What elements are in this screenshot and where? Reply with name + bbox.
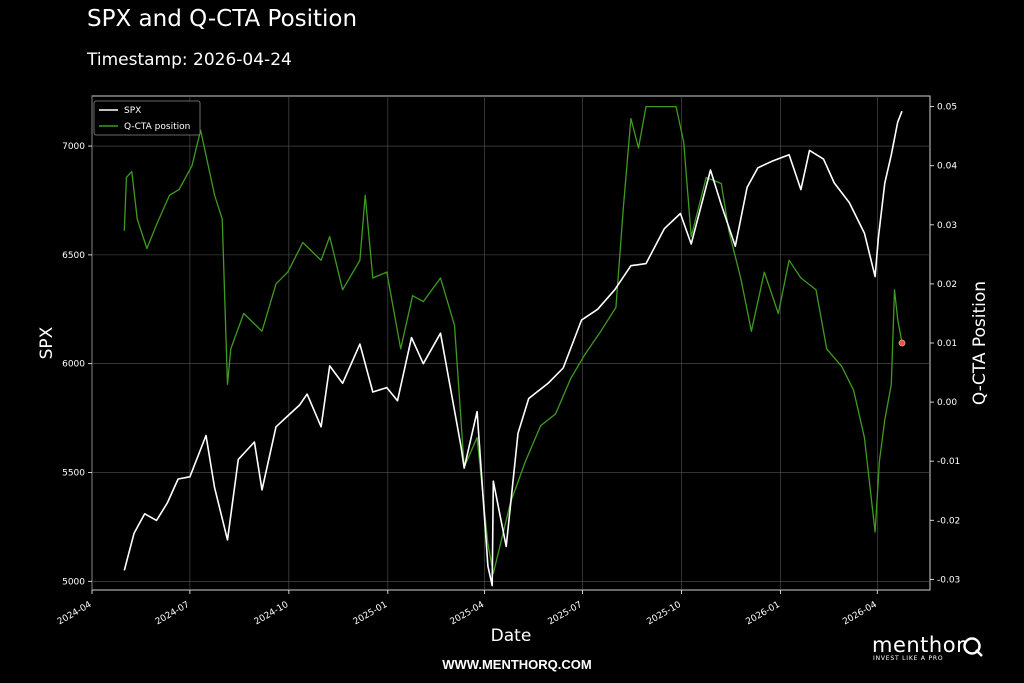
brand-tagline: INVEST LIKE A PRO [873,655,944,662]
spx-line [123,110,903,587]
footer-url[interactable]: WWW.MENTHORQ.COM [442,657,592,672]
y-tick-label-left: 7000 [62,142,85,152]
axes: 2024-04 2024-07 2024-10 2025-01 2025-04 2025-… [56,103,960,628]
y-tick-label-left: 6000 [62,360,85,370]
grid-lines [91,96,930,590]
cta-position-line [123,105,903,575]
legend: SPX Q-CTA position [93,100,201,136]
y-tick-label-right: -0.01 [937,457,960,467]
brand-wordmark: menthor [872,633,966,657]
x-tick-label: 2026-04 [841,600,879,628]
series-lines [123,105,906,587]
legend-label-cta: Q-CTA position [124,122,190,132]
x-tick-label: 2025-10 [645,600,683,628]
y-tick-label-left: 5000 [62,577,85,587]
x-tick-label: 2024-07 [154,600,192,627]
y-tick-label-right: -0.03 [937,575,960,585]
plot-frame [91,95,931,591]
legend-label-spx: SPX [124,106,141,116]
chart-title: SPX and Q-CTA Position [87,6,358,32]
y-tick-label-right: 0.03 [937,221,957,231]
y-tick-label-right: 0.01 [937,339,957,349]
y-tick-label-right: -0.02 [937,516,960,526]
x-tick-label: 2025-01 [352,600,390,627]
x-tick-label: 2025-07 [546,600,584,627]
x-tick-label: 2025-04 [449,600,487,628]
y-tick-label-right: 0.02 [937,280,957,290]
y-axis-label-right: Q-CTA Position [970,281,990,405]
cta-last-point-marker [898,339,906,347]
x-axis-label: Date [491,626,532,646]
y-tick-label-right: 0.04 [937,162,957,172]
x-tick-label: 2026-01 [744,600,782,627]
y-tick-label-right: 0.00 [937,398,957,408]
chart-subtitle: Timestamp: 2026-04-24 [87,50,292,70]
y-tick-label-right: 0.05 [937,103,957,113]
x-tick-label: 2024-04 [56,600,94,628]
y-tick-label-left: 6500 [62,251,85,261]
y-axis-label-left: SPX [37,326,57,359]
x-tick-label: 2024-10 [253,600,291,628]
legend-box [93,100,201,136]
y-tick-label-left: 5500 [62,468,85,478]
brand-q-icon [963,637,983,657]
